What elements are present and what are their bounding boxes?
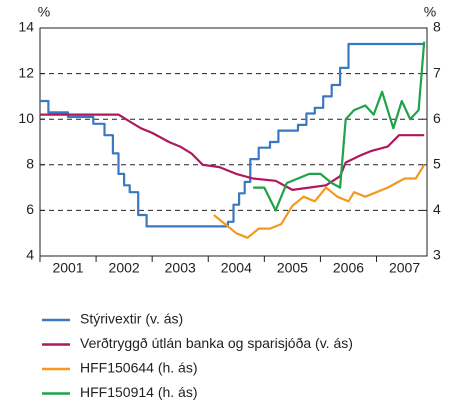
series-line	[40, 113, 425, 191]
y2-tick-label: 7	[433, 64, 441, 80]
legend-label: HFF150644 (h. ás)	[80, 360, 198, 376]
legend-label: Stýrivextir (v. ás)	[80, 311, 183, 327]
x-tick-label: 2001	[52, 260, 83, 276]
y-tick-label: 14	[18, 19, 34, 35]
y2-tick-label: 4	[433, 201, 441, 217]
series-line	[40, 42, 425, 228]
x-tick-label: 2004	[221, 260, 252, 276]
x-tick-label: 2002	[109, 260, 140, 276]
y2-tick-label: 6	[433, 110, 441, 126]
y-tick-label: 8	[26, 156, 34, 172]
x-tick-label: 2003	[165, 260, 196, 276]
x-tick-label: 2005	[277, 260, 308, 276]
x-tick-label: 2006	[333, 260, 364, 276]
y-axis-label: %	[38, 4, 50, 20]
legend-label: Verðtryggð útlán banka og sparisjóða (v.…	[80, 335, 353, 351]
y2-tick-label: 5	[433, 156, 441, 172]
series-line	[213, 164, 426, 239]
plot-frame	[39, 27, 428, 257]
y-tick-label: 12	[18, 64, 34, 80]
series-line	[253, 41, 426, 212]
legend-label: HFF150914 (h. ás)	[80, 384, 198, 400]
y-tick-label: 6	[26, 201, 34, 217]
y2-axis-label: %	[424, 4, 436, 20]
y2-tick-label: 3	[433, 247, 441, 263]
x-tick-label: 2007	[389, 260, 420, 276]
y-tick-label: 10	[18, 110, 34, 126]
y2-tick-label: 8	[433, 19, 441, 35]
y-tick-label: 4	[26, 247, 34, 263]
